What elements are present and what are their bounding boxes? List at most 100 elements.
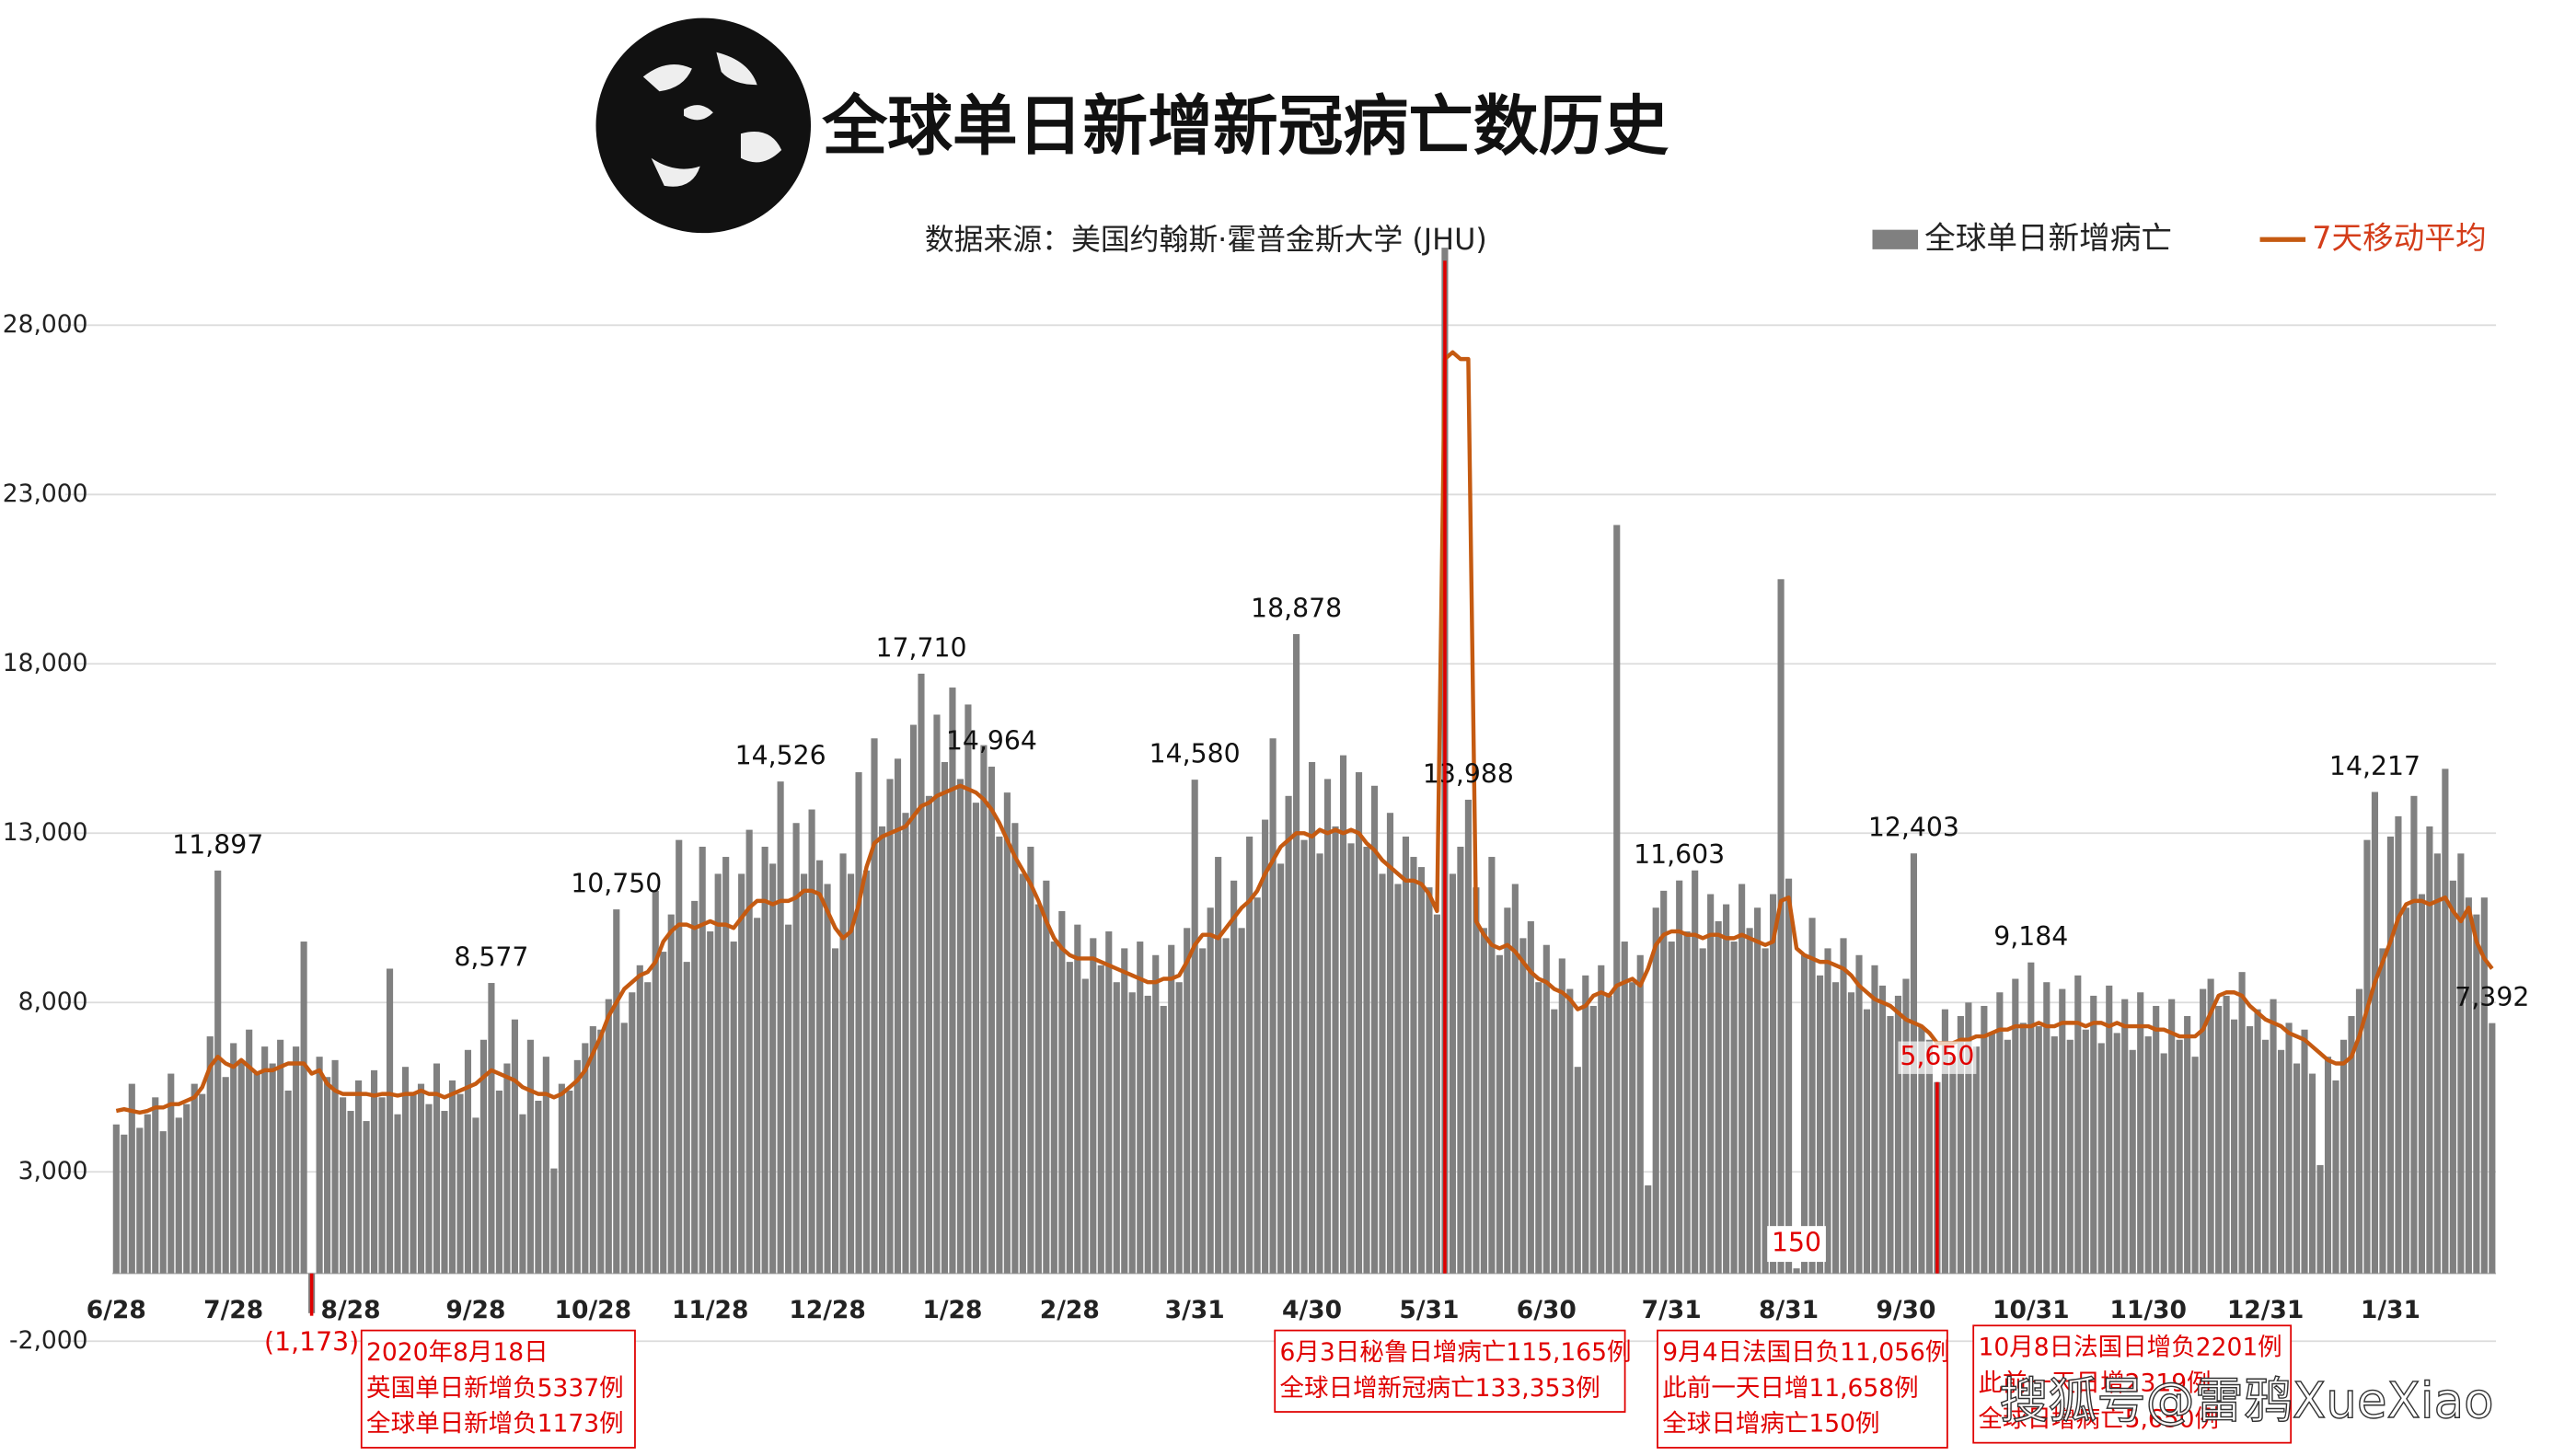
- bar: [2090, 995, 2097, 1274]
- bar: [605, 999, 612, 1274]
- x-tick-label: 11/30: [2109, 1296, 2186, 1324]
- bar: [2082, 1029, 2089, 1274]
- bar: [1981, 1005, 1988, 1274]
- bar: [542, 1057, 549, 1274]
- bar: [1433, 914, 1441, 1274]
- bar: [347, 1111, 354, 1274]
- bar: [2402, 907, 2409, 1274]
- bar: [2371, 792, 2379, 1274]
- bar: [1645, 1184, 1652, 1274]
- bar: [425, 1104, 433, 1274]
- bar: [683, 962, 690, 1274]
- bar: [1824, 948, 1831, 1274]
- bar: [1246, 836, 1253, 1274]
- bar: [2035, 1026, 2042, 1274]
- data-label: 12,403: [1868, 813, 1959, 843]
- bar: [589, 1026, 596, 1274]
- bar: [535, 1100, 542, 1274]
- bar: [2200, 988, 2207, 1274]
- bar: [2301, 1029, 2308, 1274]
- bar: [488, 983, 495, 1274]
- bar: [1121, 948, 1128, 1274]
- bar: [785, 924, 792, 1274]
- bar: [1027, 847, 1034, 1274]
- bar: [433, 1063, 441, 1274]
- bar: [558, 1083, 565, 1274]
- bar: [2395, 815, 2402, 1274]
- bar: [128, 1083, 135, 1274]
- bar: [136, 1127, 144, 1274]
- bar: [941, 762, 949, 1274]
- bar: [206, 1036, 214, 1274]
- bar: [144, 1114, 151, 1274]
- bar: [410, 1093, 417, 1274]
- bar: [2316, 1164, 2324, 1274]
- legend-swatch: [1872, 229, 1919, 249]
- bar: [253, 1073, 260, 1274]
- bar: [550, 1168, 558, 1274]
- bar: [871, 738, 878, 1274]
- bar: [495, 1090, 503, 1274]
- bar: [676, 839, 683, 1274]
- bar: [1808, 918, 1816, 1274]
- bar: [1582, 975, 1589, 1274]
- data-label: 13,988: [1423, 758, 1514, 789]
- bar: [1175, 982, 1183, 1274]
- bar: [1262, 819, 1269, 1274]
- annotation-text: 此前一天日增11,658例: [1662, 1374, 1918, 1403]
- bar: [1128, 992, 1136, 1274]
- bar: [479, 1039, 487, 1274]
- bar: [918, 673, 925, 1274]
- bar: [1707, 894, 1715, 1274]
- bar: [168, 1073, 175, 1274]
- bar: [949, 688, 956, 1274]
- bar: [925, 795, 933, 1274]
- bar: [1699, 948, 1706, 1274]
- bar: [2254, 1009, 2261, 1274]
- data-label: 14,964: [946, 725, 1037, 756]
- bar: [1144, 995, 1151, 1274]
- bar: [824, 884, 831, 1274]
- bar: [582, 1043, 589, 1274]
- bar: [831, 948, 839, 1274]
- bar: [933, 714, 941, 1274]
- x-tick-label: 9/28: [445, 1296, 505, 1324]
- bar: [1878, 985, 1887, 1274]
- bar: [441, 1111, 448, 1274]
- bar: [1558, 958, 1565, 1274]
- data-label: 7,392: [2455, 982, 2529, 1012]
- y-tick-label: 28,000: [3, 310, 88, 339]
- bar: [745, 829, 753, 1274]
- x-tick-label: 10/28: [555, 1296, 631, 1324]
- bar: [261, 1046, 269, 1274]
- bar: [293, 1046, 300, 1274]
- bar: [988, 767, 995, 1274]
- bar: [2043, 982, 2050, 1274]
- label-bg: [1898, 1041, 1977, 1074]
- bar: [730, 942, 737, 1274]
- bar: [394, 1114, 401, 1274]
- bar: [1816, 975, 1824, 1274]
- x-tick-label: 4/30: [1282, 1296, 1342, 1324]
- bar: [2144, 1036, 2152, 1274]
- bar: [1207, 907, 1214, 1274]
- y-tick-label: 8,000: [18, 988, 88, 1016]
- bar: [878, 826, 886, 1274]
- data-label: 14,526: [735, 741, 826, 771]
- bar: [808, 809, 815, 1274]
- bar: [1003, 792, 1011, 1274]
- bar: [284, 1090, 292, 1274]
- x-tick-label: 6/30: [1517, 1296, 1577, 1324]
- bar: [1215, 857, 1222, 1274]
- bar: [1293, 633, 1300, 1274]
- overlay: -2,000 3,000 8,000 13,000 18,000 23,000 28,000…: [3, 260, 2529, 1449]
- bar: [1887, 1015, 1894, 1274]
- bar: [2004, 1039, 2011, 1274]
- data-label: 14,580: [1149, 739, 1241, 769]
- bar: [1074, 924, 1081, 1274]
- bar: [1496, 954, 1503, 1274]
- bar: [862, 870, 871, 1274]
- globe-icon: [595, 17, 812, 234]
- bar: [1426, 887, 1433, 1274]
